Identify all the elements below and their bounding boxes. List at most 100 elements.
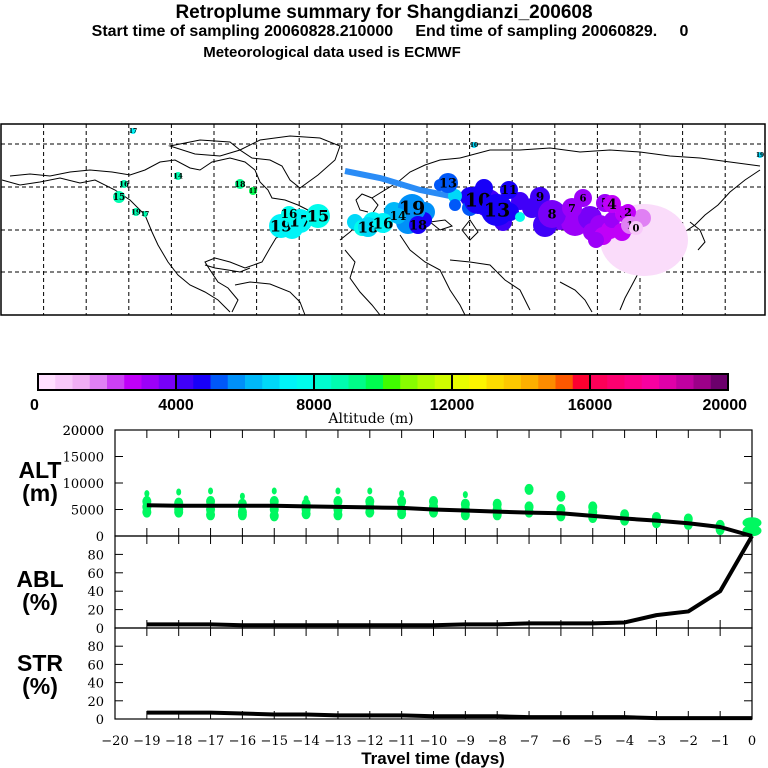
plume-cluster [306,204,330,228]
x-tick-label: −7 [519,734,538,749]
colorbar-segment [486,374,505,390]
plume-cluster [281,206,297,222]
colorbar-segment [331,374,349,390]
x-tick-label: −20 [101,734,128,749]
coastline-segment [461,219,479,241]
x-tick-label: −2 [679,734,698,749]
colorbar-segment [383,374,401,390]
plume-cluster [120,180,128,188]
plume-particle-cluster [588,232,604,248]
abl-panel-label: ABL [16,566,63,592]
plume-cluster [358,217,378,237]
y-tick-label: 80 [87,548,104,563]
plume-cluster [130,128,136,134]
plume-day-label: 16 [119,179,129,188]
coastline-segment [344,249,381,316]
y-tick-label: 60 [87,658,104,673]
colorbar-segment [417,374,436,390]
altitude-particle-point [742,517,762,529]
plume-day-label: 11 [501,183,518,197]
coastline-segment [239,135,341,189]
y-tick-label: 20 [87,695,104,710]
colorbar-segment [365,374,384,390]
colorbar-segment [107,374,125,390]
altitude-particle-point [237,509,247,521]
colorbar-segment [676,374,694,390]
colorbar-segment [193,374,211,390]
alt-series-line [146,503,753,538]
colorbar-frame [37,373,729,391]
altitude-colorbar: 0 4000 8000 12000 16000 20000 [30,373,747,414]
plume-day-label: 13 [439,177,457,192]
altitude-particle-point [269,510,279,522]
x-tick-label: −17 [197,734,224,749]
colorbar-segment [279,374,298,390]
coastline-segment [559,281,593,313]
coastline-segment [204,264,251,273]
panel-abl: 0 20 40 60 80 [87,535,754,637]
x-tick-label: −5 [583,734,602,749]
plume-particle-cluster [448,189,462,203]
coastline-segment [449,259,531,311]
y-tick-label: 40 [87,585,104,600]
plume-day-label: 18 [234,179,246,189]
x-tick-label: −19 [133,734,160,749]
y-tick-label: 60 [87,567,104,582]
colorbar-tick-label: 0 [30,397,39,414]
plume-cluster [132,208,140,216]
plume-cluster [757,152,763,158]
altitude-particle-point [208,487,214,495]
x-tick-label: −6 [551,734,570,749]
x-tick-label: −10 [420,734,447,749]
coastline-segment [689,221,706,251]
colorbar-segment [72,374,91,390]
y-tick-label: 20 [87,604,104,619]
colorbar-segment [590,374,608,390]
colorbar-segment [434,374,453,390]
colorbar-segment [227,374,246,390]
str-panel-unit: (%) [22,673,58,699]
coastline-segment [234,281,306,316]
colorbar-segment [400,374,418,390]
colorbar-segment [124,374,142,390]
colorbar-segment [89,374,108,390]
x-axis-title: Travel time (days) [361,749,505,768]
colorbar-segment [245,374,263,390]
colorbar-title: Altitude (m) [327,411,413,427]
plume-cluster [603,195,621,213]
coastline-segment [355,193,373,213]
x-tick-label: −15 [261,734,288,749]
altitude-particle-point [144,490,150,498]
abl-series-line [146,535,754,628]
altitude-particle-point [397,508,407,520]
x-tick-label: −16 [229,734,256,749]
plume-day-label: 0 [633,224,640,235]
altitude-particle-point [367,487,373,495]
altitude-particle-point [556,490,566,502]
y-tick-label: 5000 [71,504,104,519]
altitude-particle-point [333,509,343,521]
chart-title: Retroplume summary for Shangdianzi_20060… [175,2,593,23]
plume-cluster [438,173,458,193]
plume-cluster [620,204,636,220]
plume-day-label: 6 [580,194,587,205]
altitude-particle-point [462,491,468,499]
plume-cluster [538,200,566,228]
plume-particle-cluster [449,199,461,211]
x-tick-label: −9 [456,734,475,749]
colorbar-tick-label: 12000 [430,397,475,414]
plume-cluster [249,187,257,195]
colorbar-segment [452,374,470,390]
plume-day-label: 14 [173,171,183,180]
plume-day-label: 11 [249,188,257,195]
x-tick-label: 0 [748,734,756,749]
altitude-particle-point [301,508,311,520]
time-series-panels: 0500010000150002000020000020406080020406… [63,424,762,749]
panel-str: 0 20 40 60 80 [87,627,753,728]
altitude-particle-point [524,483,534,495]
colorbar-tick-label: 8000 [296,397,332,414]
altitude-particle-point [176,488,182,496]
colorbar-segment [659,374,677,390]
y-tick-label: 0 [96,622,104,637]
